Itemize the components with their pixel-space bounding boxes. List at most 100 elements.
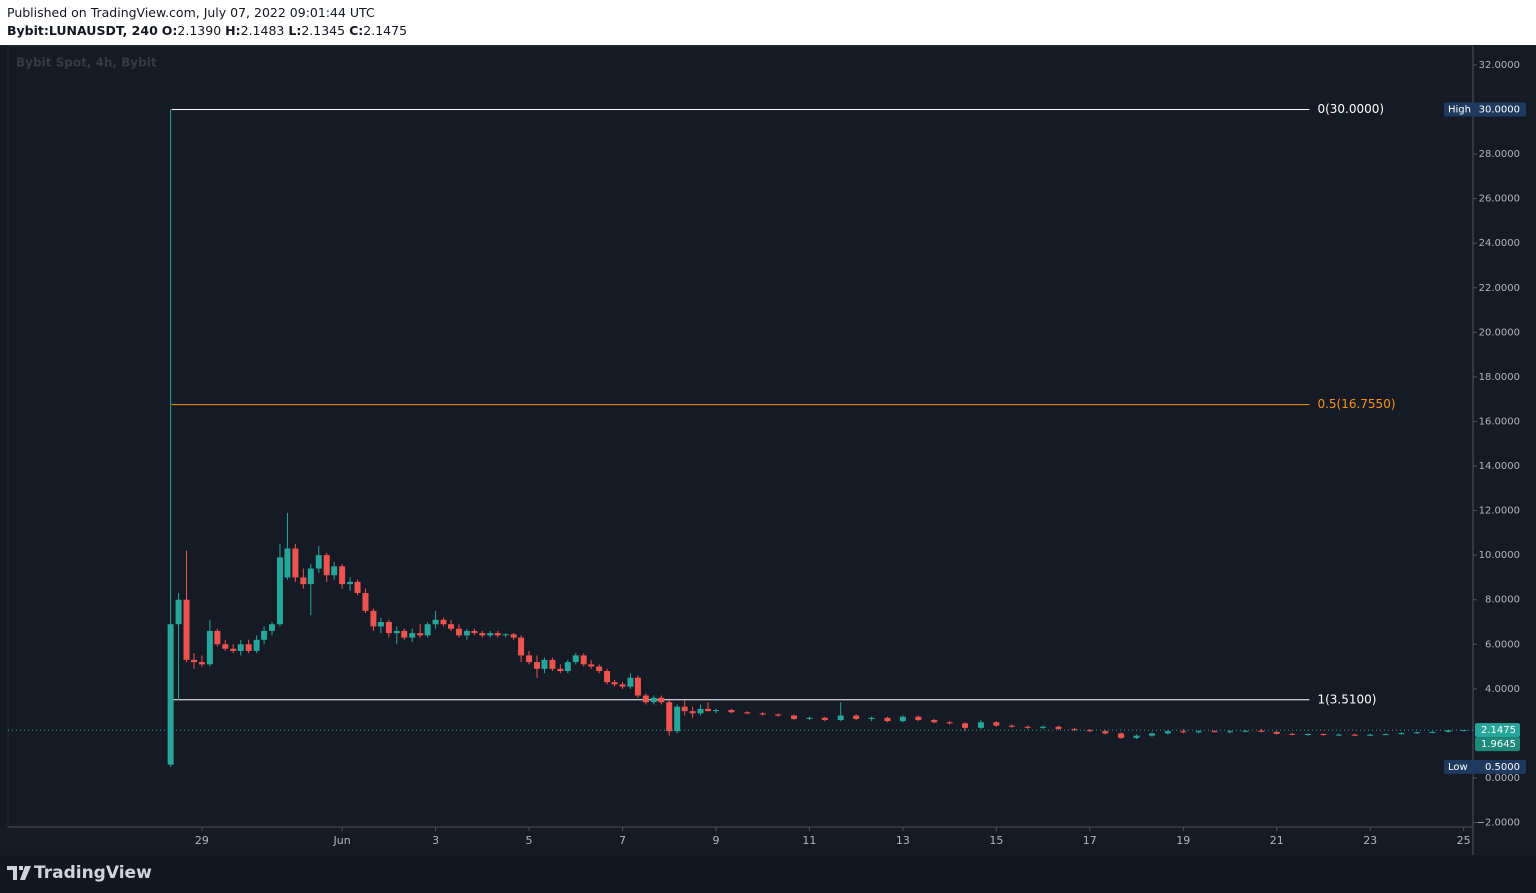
candle-body: [175, 599, 182, 625]
candle-body: [510, 634, 517, 638]
y-tick-label: 22.0000: [1479, 283, 1520, 294]
candle-body: [884, 717, 891, 722]
logo-icon: [7, 866, 31, 880]
symbol-legend: Bybit:LUNAUSDT, 240 O:2.1390 H:2.1483 L:2.1…: [7, 22, 1536, 40]
candle-body: [339, 566, 346, 585]
price-label-name: Low: [1448, 762, 1468, 773]
candle-body: [1118, 733, 1125, 738]
x-tick-label: 7: [619, 834, 626, 847]
candle-body: [167, 624, 174, 765]
candle-body: [658, 697, 665, 703]
candle-body: [494, 633, 501, 636]
candle-body: [300, 577, 307, 585]
x-tick-label: 23: [1363, 834, 1377, 847]
candle-body: [409, 633, 416, 638]
candle-body: [198, 662, 205, 665]
y-tick-label: 32.0000: [1479, 60, 1520, 71]
candle-body: [759, 713, 766, 715]
price-label-box: [1475, 737, 1520, 752]
y-tick-label: 28.0000: [1479, 149, 1520, 160]
candle-body: [596, 666, 603, 672]
candle-body: [307, 568, 314, 585]
chart: Bybit Spot, 4h, Bybit 32.0000 28.0000 26.0…: [0, 45, 1536, 855]
candle-body: [1382, 734, 1389, 736]
y-tick-label: 8.0000: [1485, 595, 1520, 606]
candle-body: [526, 655, 533, 663]
y-tick-label: 0.0000: [1485, 773, 1520, 784]
candle-body: [642, 695, 649, 703]
candle-body: [463, 630, 470, 636]
candle-body: [977, 722, 984, 728]
x-tick-label: 11: [802, 834, 816, 847]
price-label-value: 30.0000: [1479, 105, 1520, 116]
price-label-value: 2.1475: [1481, 725, 1516, 736]
price-label-value: 1.9645: [1481, 739, 1516, 750]
candle-body: [214, 630, 221, 645]
y-tick-label: 6.0000: [1485, 639, 1520, 650]
watermark: Bybit Spot, 4h, Bybit: [16, 56, 157, 70]
candle-body: [370, 610, 377, 627]
candle-body: [347, 581, 354, 585]
y-tick-label: −2.0000: [1477, 818, 1520, 829]
symbol-title: Bybit:LUNAUSDT, 240: [7, 23, 158, 38]
candle-body: [899, 716, 906, 722]
logo-text: TradingView: [34, 863, 152, 883]
y-tick-label: 10.0000: [1479, 550, 1520, 561]
candle-body: [190, 659, 197, 663]
y-tick-label: 26.0000: [1479, 194, 1520, 205]
candle-body: [650, 697, 657, 703]
fib-level-label: 1(3.5100): [1317, 692, 1376, 706]
candle-body: [1024, 726, 1031, 728]
candle-body: [837, 715, 844, 721]
candle-body: [237, 644, 244, 651]
candle-body: [253, 639, 260, 651]
candle-body: [471, 630, 478, 634]
footer: TradingView: [0, 855, 1536, 893]
candle-body: [580, 655, 587, 665]
candle-body: [385, 622, 392, 634]
candle-body: [276, 557, 283, 625]
candle-body: [744, 712, 751, 714]
candle-body: [393, 630, 400, 634]
candle-body: [775, 714, 782, 716]
x-tick-label: Jun: [333, 834, 351, 847]
candle-body: [206, 630, 213, 665]
y-tick-label: 4.0000: [1485, 684, 1520, 695]
candle-body: [588, 664, 595, 667]
candle-body: [1398, 732, 1405, 735]
candle-body: [915, 716, 922, 721]
fib-level-label: 0.5(16.7550): [1317, 397, 1395, 411]
fib-level-label: 0(30.0000): [1317, 102, 1384, 116]
candle-body: [315, 555, 322, 569]
x-tick-label: 9: [712, 834, 719, 847]
candle-body: [853, 715, 860, 719]
x-tick-label: 25: [1457, 834, 1471, 847]
candle-body: [1460, 730, 1467, 732]
candle-body: [1320, 734, 1327, 736]
x-tick-label: 13: [896, 834, 910, 847]
candle-body: [1335, 734, 1342, 736]
candle-body: [323, 555, 330, 576]
candle-body: [689, 711, 696, 714]
y-tick-label: 14.0000: [1479, 461, 1520, 472]
candle-body: [502, 634, 509, 636]
candle-body: [1164, 731, 1171, 734]
y-tick-label: 20.0000: [1479, 327, 1520, 338]
candle-body: [533, 662, 540, 669]
candle-body: [674, 706, 681, 732]
candle-body: [666, 702, 673, 732]
candle-body: [1289, 733, 1296, 735]
candle-body: [627, 677, 634, 687]
candle-body: [230, 648, 237, 651]
candle-body: [1180, 731, 1187, 733]
candle-body: [1273, 731, 1280, 734]
candle-body: [261, 630, 268, 640]
legend-key: C:: [349, 23, 364, 38]
candle-body: [245, 644, 252, 651]
candle-body: [362, 593, 369, 611]
candle-body: [455, 628, 462, 636]
candle-body: [183, 599, 190, 660]
candle-body: [424, 624, 431, 636]
candle-body: [1071, 728, 1078, 731]
